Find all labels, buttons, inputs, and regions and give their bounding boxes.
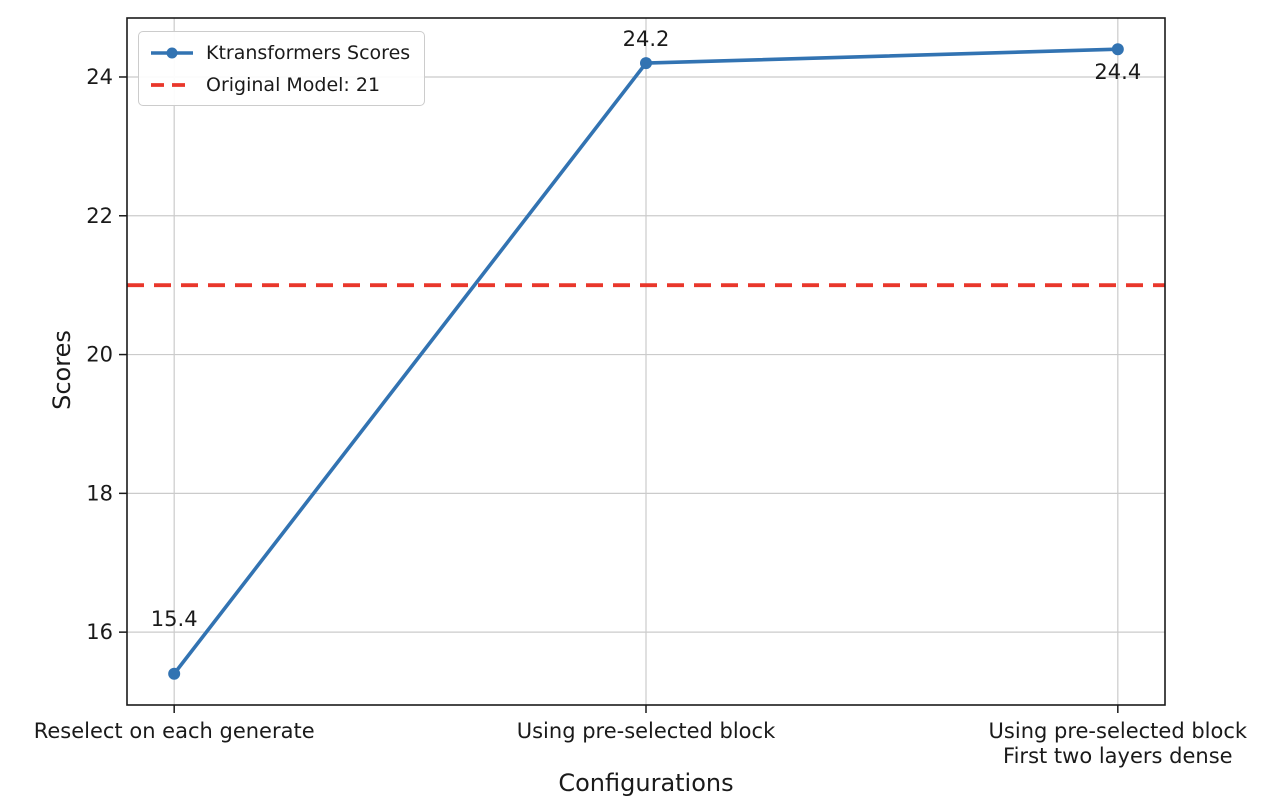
- y-tick-label: 20: [86, 343, 113, 367]
- legend-item-ktransformers-scores: Ktransformers Scores: [148, 37, 410, 68]
- legend-label-ktransformers: Ktransformers Scores: [206, 41, 411, 64]
- legend-line-marker-sample: [151, 47, 193, 58]
- y-tick-label: 24: [86, 65, 113, 89]
- y-tick-label: 16: [86, 620, 113, 644]
- legend: Ktransformers Scores Original Model: 21: [138, 31, 426, 106]
- data-point-marker: [640, 57, 652, 70]
- point-value-label: 24.2: [623, 27, 670, 51]
- x-axis-title: Configurations: [558, 769, 733, 797]
- y-tick-label: 18: [86, 481, 113, 505]
- plot-border: [126, 17, 1166, 706]
- x-tick-label: Using pre-selected block: [517, 719, 776, 743]
- legend-item-original-model: Original Model: 21: [148, 69, 410, 100]
- y-tick-label: 22: [86, 204, 113, 228]
- legend-dashed-line-sample: [151, 82, 193, 87]
- data-point-marker: [168, 667, 181, 680]
- point-value-label: 24.4: [1094, 60, 1141, 84]
- x-tick-label: Using pre-selected block First two layers…: [989, 719, 1248, 768]
- data-point-marker: [1111, 43, 1124, 56]
- point-value-label: 15.4: [151, 607, 198, 631]
- y-axis-title: Scores: [48, 330, 76, 410]
- x-tick-label: Reselect on each generate: [34, 719, 315, 743]
- legend-series-marker: [166, 47, 178, 58]
- legend-label-original-model: Original Model: 21: [206, 73, 381, 96]
